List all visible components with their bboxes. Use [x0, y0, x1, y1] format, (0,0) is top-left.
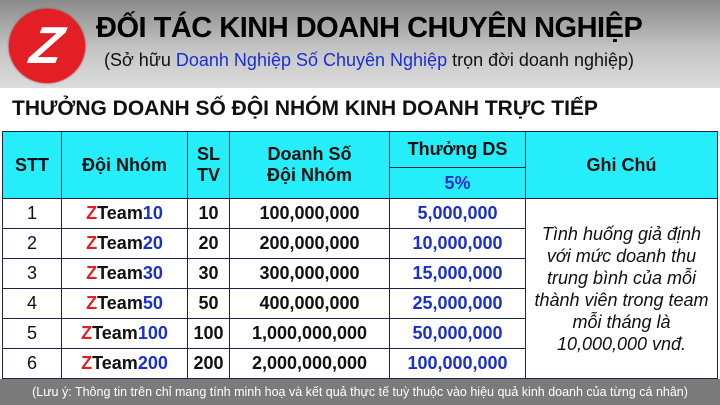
- cell-members: 100: [187, 318, 230, 349]
- cell-bonus: 25,000,000: [389, 288, 526, 319]
- cell-stt: 6: [2, 348, 62, 379]
- table-row: 3 ZTeam30 30 300,000,000 15,000,000: [2, 258, 718, 289]
- cell-bonus: 5,000,000: [389, 198, 526, 229]
- cell-stt: 1: [2, 198, 62, 229]
- disclaimer-footer: (Lưu ý: Thông tin trên chỉ mang tính min…: [0, 379, 720, 405]
- table-row: 4 ZTeam50 50 400,000,000 25,000,000: [2, 288, 718, 319]
- cell-members: 30: [187, 258, 230, 289]
- cell-bonus: 100,000,000: [389, 348, 526, 379]
- cell-members: 200: [187, 348, 230, 379]
- cell-revenue: 1,000,000,000: [229, 318, 390, 349]
- cell-members: 20: [187, 228, 230, 259]
- cell-bonus: 10,000,000: [389, 228, 526, 259]
- header-team: Đội Nhóm: [61, 131, 188, 199]
- banner-subtitle: (Sở hữu Doanh Nghiệp Số Chuyên Nghiệp tr…: [104, 50, 635, 70]
- cell-revenue: 200,000,000: [229, 228, 390, 259]
- banner-title: ĐỐI TÁC KINH DOANH CHUYÊN NGHIỆP: [96, 12, 643, 44]
- cell-stt: 4: [2, 288, 62, 319]
- cell-members: 10: [187, 198, 230, 229]
- cell-stt: 2: [2, 228, 62, 259]
- table-row: 2 ZTeam20 20 200,000,000 10,000,000: [2, 228, 718, 259]
- bonus-table: STT Đội Nhóm SL TV Doanh Số Đội Nhóm Thưởn…: [2, 131, 718, 379]
- header-members: SL TV: [187, 131, 230, 199]
- cell-revenue: 400,000,000: [229, 288, 390, 319]
- header-note: Ghi Chú: [525, 131, 718, 199]
- cell-team: ZTeam30: [61, 258, 188, 289]
- cell-team: ZTeam50: [61, 288, 188, 319]
- cell-team: ZTeam20: [61, 228, 188, 259]
- cell-team: ZTeam10: [61, 198, 188, 229]
- header-bonus: Thưởng DS: [389, 131, 526, 168]
- cell-team: ZTeam100: [61, 318, 188, 349]
- table-row: 6 ZTeam200 200 2,000,000,000 100,000,000: [2, 348, 718, 379]
- cell-revenue: 100,000,000: [229, 198, 390, 229]
- cell-bonus: 15,000,000: [389, 258, 526, 289]
- page-heading: THƯỞNG DOANH SỐ ĐỘI NHÓM KINH DOANH TRỰC…: [12, 97, 598, 120]
- banner: Z ĐỐI TÁC KINH DOANH CHUYÊN NGHIỆP (Sở h…: [0, 0, 720, 88]
- z-logo-icon: Z: [9, 9, 85, 83]
- cell-team: ZTeam200: [61, 348, 188, 379]
- table-row: 1 ZTeam10 10 100,000,000 5,000,000 Tình h…: [2, 198, 718, 379]
- cell-stt: 5: [2, 318, 62, 349]
- header-bonus-rate: 5%: [389, 167, 526, 199]
- cell-stt: 3: [2, 258, 62, 289]
- cell-revenue: 2,000,000,000: [229, 348, 390, 379]
- header-revenue: Doanh Số Đội Nhóm: [229, 131, 390, 199]
- cell-bonus: 50,000,000: [389, 318, 526, 349]
- cell-members: 50: [187, 288, 230, 319]
- cell-revenue: 300,000,000: [229, 258, 390, 289]
- header-stt: STT: [2, 131, 62, 199]
- cell-note: Tình huống giả định với mức doanh thu tr…: [525, 198, 718, 379]
